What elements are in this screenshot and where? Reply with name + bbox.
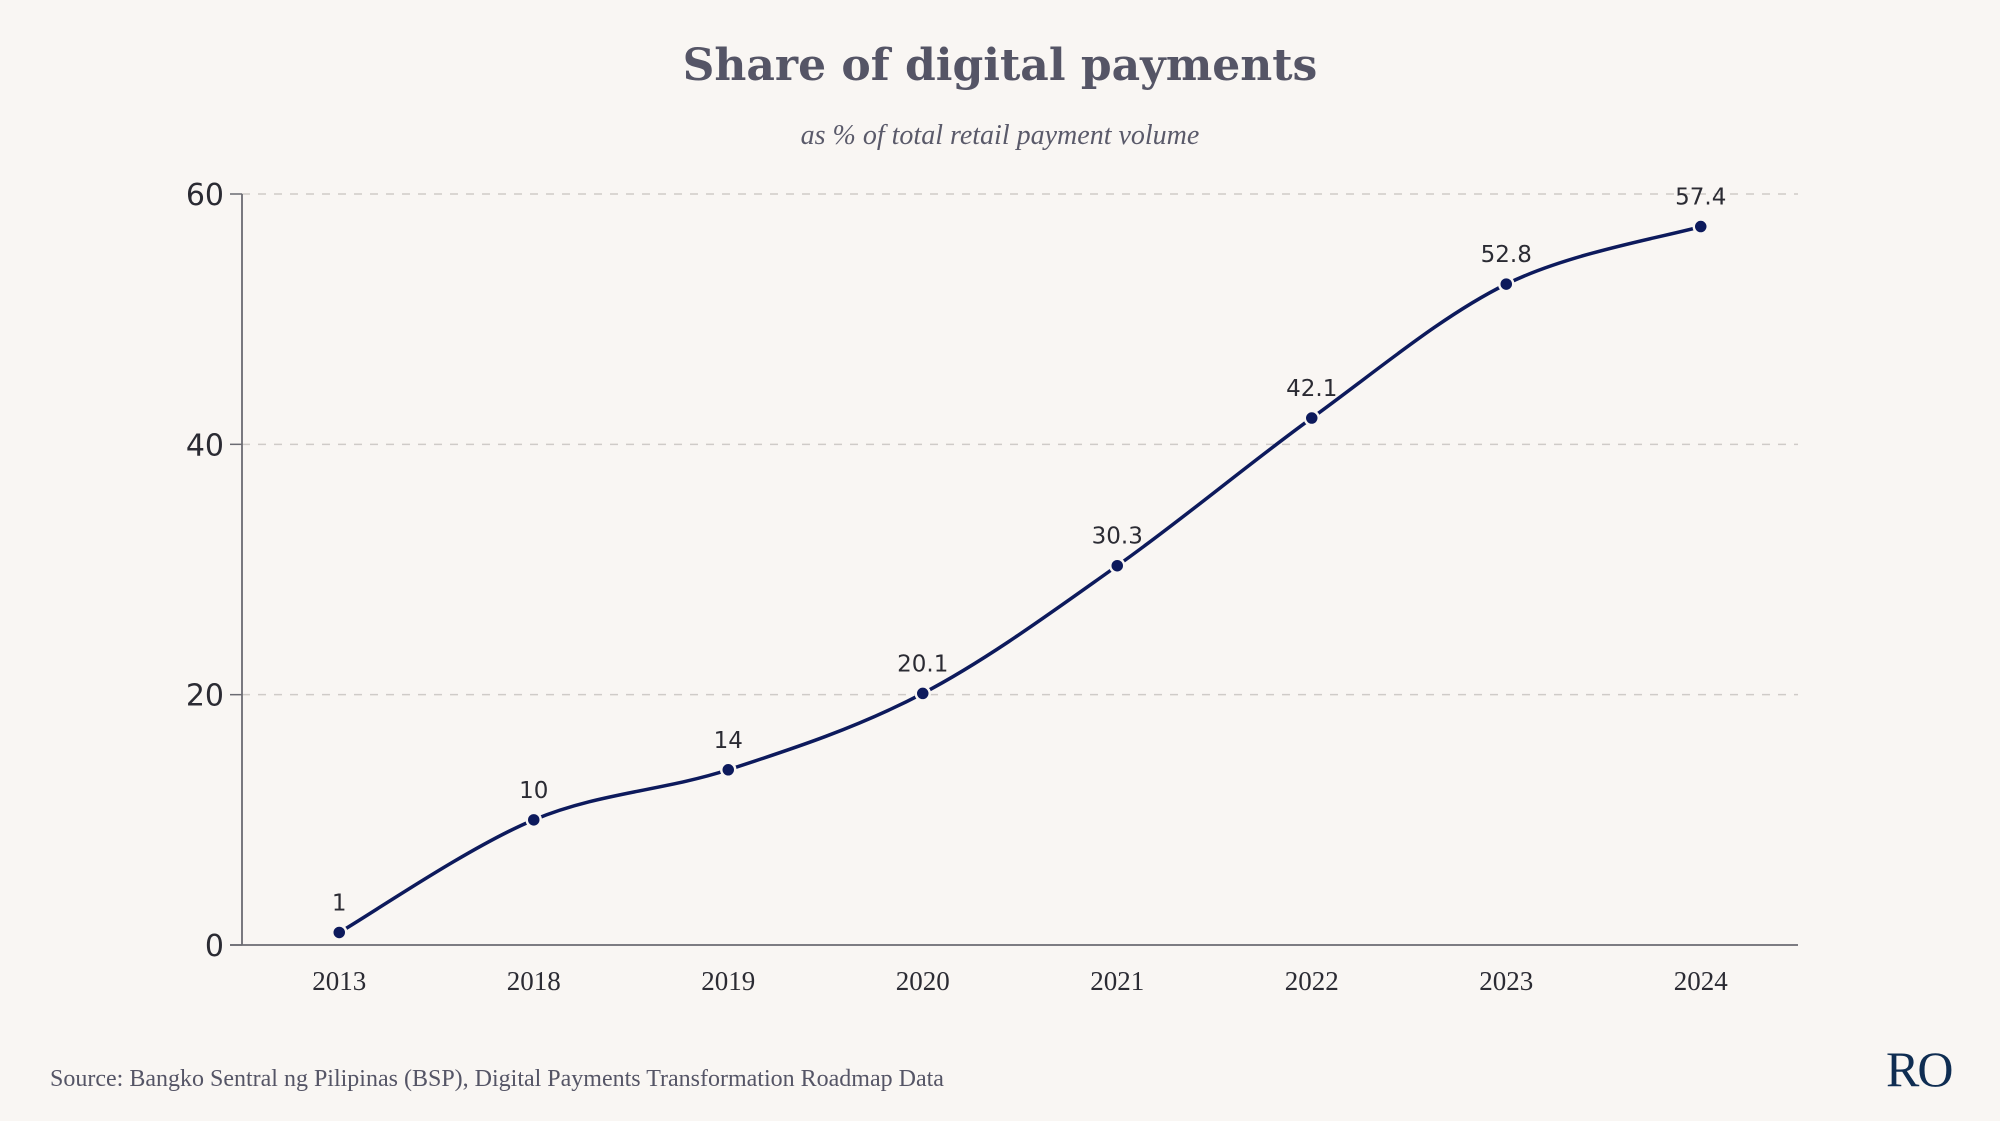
data-label: 1 [332, 890, 347, 916]
x-tick-label: 2021 [1090, 966, 1144, 996]
data-point [525, 811, 542, 829]
data-point [720, 761, 737, 779]
data-point [1109, 557, 1126, 574]
y-axis-ticks: 0 20 40 60 [186, 178, 242, 964]
chart-title: Share of digital payments [682, 40, 1318, 91]
x-tick-label: 2022 [1285, 966, 1339, 996]
data-points [331, 218, 1709, 941]
axes [230, 194, 1798, 946]
data-label: 30.3 [1092, 524, 1143, 550]
data-point [1303, 409, 1320, 427]
y-tick-label: 60 [186, 178, 224, 213]
x-tick-label: 2023 [1479, 966, 1533, 996]
data-label: 42.1 [1286, 376, 1337, 402]
publisher-logo: RO [1886, 1041, 1953, 1097]
series-line [338, 224, 1702, 934]
data-label: 52.8 [1481, 242, 1532, 268]
data-point [1692, 218, 1709, 235]
y-tick-label: 20 [186, 679, 224, 714]
data-labels: 1 10 14 20.1 30.3 42.1 52.8 57.4 [332, 185, 1726, 917]
data-label: 14 [714, 728, 743, 754]
data-point [914, 685, 931, 702]
x-tick-label: 2019 [701, 966, 755, 996]
chart-subtitle: as % of total retail payment volume [800, 120, 1200, 151]
data-label: 57.4 [1675, 185, 1726, 211]
x-tick-label: 2013 [312, 966, 366, 996]
data-point [1498, 275, 1515, 293]
y-tick-label: 40 [186, 428, 224, 463]
x-axis-ticks: 2013 2018 2019 2020 2021 2022 2023 2024 [312, 966, 1728, 996]
x-tick-label: 2024 [1674, 966, 1729, 996]
data-label: 20.1 [897, 651, 948, 677]
data-point [331, 924, 348, 941]
data-label: 10 [519, 778, 548, 804]
source-note: Source: Bangko Sentral ng Pilipinas (BSP… [50, 1066, 944, 1092]
gridlines [242, 193, 1798, 696]
x-tick-label: 2020 [896, 966, 950, 996]
x-tick-label: 2018 [507, 966, 561, 996]
y-tick-label: 0 [205, 929, 224, 964]
